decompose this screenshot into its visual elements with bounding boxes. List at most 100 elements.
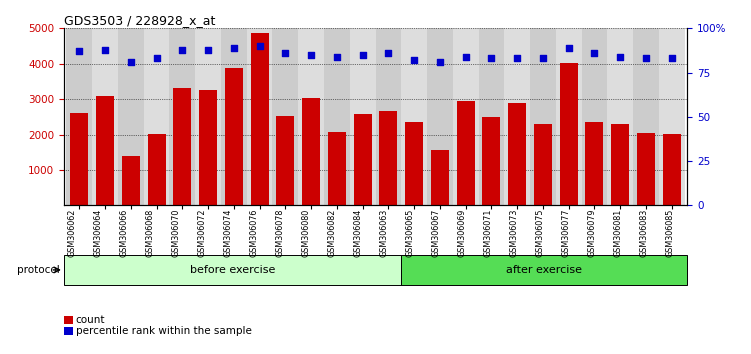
Point: [434, 59, 446, 65]
FancyBboxPatch shape: [581, 28, 608, 205]
Point: [511, 56, 523, 61]
Text: GSM306083: GSM306083: [639, 209, 648, 257]
Text: GSM306073: GSM306073: [509, 209, 518, 257]
Text: GSM306077: GSM306077: [561, 209, 570, 257]
Text: GSM306085: GSM306085: [665, 209, 674, 257]
FancyBboxPatch shape: [273, 28, 298, 205]
FancyBboxPatch shape: [556, 28, 581, 205]
Bar: [457, 101, 475, 205]
FancyBboxPatch shape: [170, 28, 195, 205]
Text: GSM306064: GSM306064: [94, 209, 103, 257]
Point: [99, 47, 111, 52]
Bar: [637, 133, 655, 205]
Bar: [559, 63, 578, 205]
Text: GSM306084: GSM306084: [354, 209, 363, 257]
Text: GSM306078: GSM306078: [276, 209, 285, 257]
FancyBboxPatch shape: [633, 28, 659, 205]
Text: count: count: [76, 315, 105, 325]
Bar: [431, 150, 449, 205]
Bar: [405, 122, 423, 205]
Bar: [534, 124, 552, 205]
FancyBboxPatch shape: [118, 28, 143, 205]
Text: GSM306075: GSM306075: [535, 209, 544, 257]
FancyBboxPatch shape: [478, 28, 504, 205]
FancyBboxPatch shape: [298, 28, 324, 205]
Point: [228, 45, 240, 51]
Text: before exercise: before exercise: [190, 265, 276, 275]
Bar: [96, 96, 114, 205]
FancyBboxPatch shape: [530, 28, 556, 205]
Point: [74, 48, 86, 54]
Point: [305, 52, 317, 58]
FancyBboxPatch shape: [504, 28, 530, 205]
FancyBboxPatch shape: [608, 28, 633, 205]
Bar: [147, 134, 165, 205]
Text: GSM306069: GSM306069: [457, 209, 466, 257]
Point: [562, 45, 575, 51]
FancyBboxPatch shape: [221, 28, 247, 205]
Point: [485, 56, 497, 61]
FancyBboxPatch shape: [427, 28, 453, 205]
Point: [640, 56, 652, 61]
Point: [537, 56, 549, 61]
Point: [331, 54, 343, 59]
Point: [589, 50, 601, 56]
Text: GSM306076: GSM306076: [249, 209, 258, 257]
Point: [614, 54, 626, 59]
Point: [202, 47, 214, 52]
Text: GSM306070: GSM306070: [172, 209, 181, 257]
Bar: [508, 103, 526, 205]
Text: GSM306079: GSM306079: [587, 209, 596, 257]
FancyBboxPatch shape: [659, 28, 685, 205]
Point: [665, 56, 677, 61]
Point: [150, 56, 162, 61]
Bar: [586, 122, 604, 205]
Bar: [276, 116, 294, 205]
Point: [357, 52, 369, 58]
Bar: [225, 68, 243, 205]
Text: GSM306067: GSM306067: [431, 209, 440, 257]
Text: GSM306062: GSM306062: [68, 209, 77, 257]
Bar: [71, 113, 89, 205]
Text: after exercise: after exercise: [506, 265, 582, 275]
Bar: [199, 90, 217, 205]
Point: [176, 47, 189, 52]
Text: GSM306071: GSM306071: [484, 209, 493, 257]
Point: [382, 50, 394, 56]
Text: GSM306082: GSM306082: [327, 209, 336, 257]
FancyBboxPatch shape: [376, 28, 401, 205]
Point: [254, 43, 266, 49]
Text: GSM306063: GSM306063: [379, 209, 388, 257]
Text: GSM306066: GSM306066: [119, 209, 128, 257]
Bar: [173, 88, 192, 205]
Text: GSM306074: GSM306074: [224, 209, 233, 257]
FancyBboxPatch shape: [195, 28, 221, 205]
Text: percentile rank within the sample: percentile rank within the sample: [76, 326, 252, 336]
Bar: [482, 117, 500, 205]
Bar: [122, 156, 140, 205]
FancyBboxPatch shape: [401, 28, 427, 205]
FancyBboxPatch shape: [66, 28, 92, 205]
Point: [125, 59, 137, 65]
Text: GSM306072: GSM306072: [198, 209, 207, 257]
Bar: [662, 134, 680, 205]
Point: [279, 50, 291, 56]
FancyBboxPatch shape: [92, 28, 118, 205]
FancyBboxPatch shape: [324, 28, 350, 205]
Point: [460, 54, 472, 59]
FancyBboxPatch shape: [453, 28, 478, 205]
Bar: [611, 124, 629, 205]
FancyBboxPatch shape: [247, 28, 273, 205]
Bar: [302, 98, 320, 205]
Text: GSM306081: GSM306081: [614, 209, 623, 257]
Text: GDS3503 / 228928_x_at: GDS3503 / 228928_x_at: [64, 14, 216, 27]
Text: protocol: protocol: [17, 265, 60, 275]
Point: [408, 57, 420, 63]
Text: GSM306080: GSM306080: [302, 209, 311, 257]
Text: GSM306065: GSM306065: [406, 209, 415, 257]
Bar: [251, 33, 269, 205]
Bar: [354, 114, 372, 205]
Bar: [328, 132, 346, 205]
FancyBboxPatch shape: [350, 28, 376, 205]
FancyBboxPatch shape: [143, 28, 170, 205]
